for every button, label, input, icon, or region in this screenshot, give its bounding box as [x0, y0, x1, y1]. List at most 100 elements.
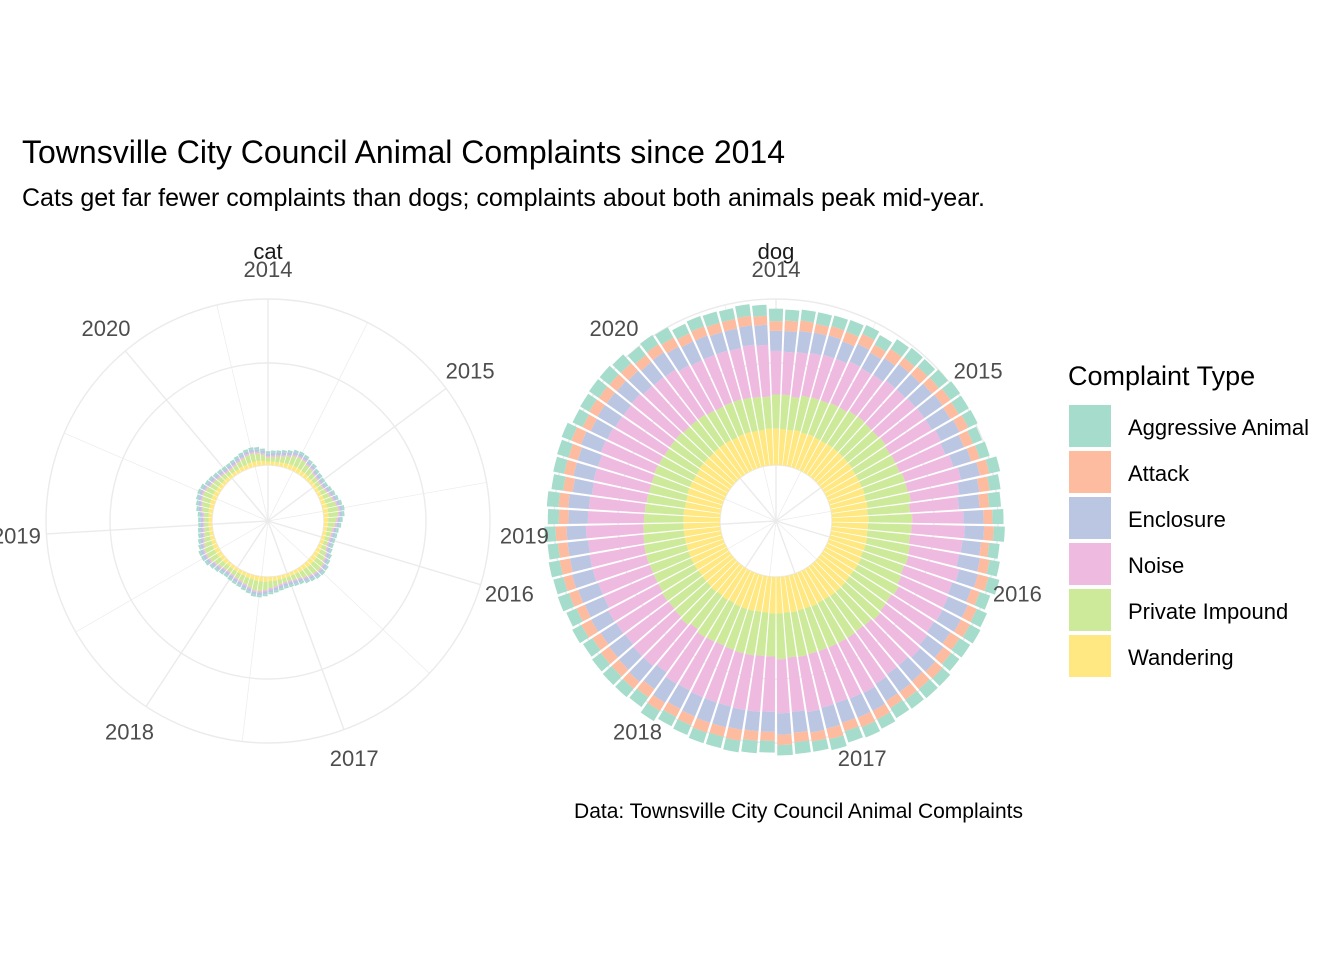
bar-dog-wandering	[719, 443, 745, 477]
bar-dog-noise	[747, 655, 765, 712]
bar-dog-enclosure	[936, 609, 961, 632]
bar-dog-attack	[983, 526, 994, 541]
bar-dog-wandering	[801, 569, 824, 603]
bar-cat-enclosure	[199, 512, 203, 517]
bar-cat-private-impound	[229, 468, 236, 474]
bar-cat-wandering	[224, 477, 231, 483]
bar-dog-enclosure	[957, 494, 980, 510]
bar-dog-private-impound	[814, 402, 839, 441]
bar-cat-private-impound	[284, 455, 291, 465]
bar-dog-private-impound	[643, 523, 684, 534]
bar-dog-enclosure	[580, 431, 606, 453]
bar-cat-enclosure	[298, 578, 304, 583]
bar-cat-noise	[238, 579, 243, 583]
bar-cat-private-impound	[210, 483, 219, 491]
bar-cat-noise	[336, 517, 338, 522]
bar-dog-attack	[953, 619, 971, 638]
bar-dog-attack	[934, 647, 952, 665]
bar-dog-aggressive-animal	[985, 456, 1001, 474]
bar-cat-noise	[335, 500, 338, 506]
bar-cat-aggressive-animal	[223, 573, 229, 578]
bar-dog-wandering	[825, 543, 861, 564]
bar-dog-noise	[909, 497, 959, 513]
bar-dog-enclosure	[652, 352, 676, 377]
bar-dog-wandering	[782, 429, 794, 466]
bar-dog-attack	[677, 710, 695, 726]
bar-cat-enclosure	[234, 457, 240, 463]
bar-dog-attack	[582, 414, 597, 432]
bar-dog-attack	[898, 357, 915, 373]
bar-dog-wandering	[709, 453, 739, 483]
bar-cat-noise	[235, 460, 241, 464]
bar-dog-wandering	[780, 576, 790, 613]
bar-cat-wandering	[239, 466, 245, 472]
bar-dog-private-impound	[646, 544, 689, 564]
bar-dog-noise	[691, 360, 724, 411]
bar-cat-noise	[302, 458, 307, 463]
bar-cat-enclosure	[200, 543, 205, 550]
bar-dog-aggressive-animal	[800, 309, 816, 323]
bar-dog-noise	[593, 468, 652, 493]
bar-dog-wandering	[810, 448, 838, 480]
grid-spoke	[267, 520, 430, 674]
bar-dog-wandering	[831, 516, 869, 523]
bar-dog-private-impound	[664, 448, 700, 475]
bar-cat-noise	[322, 557, 327, 562]
bar-dog-enclosure	[887, 666, 911, 692]
bar-dog-enclosure	[600, 622, 624, 645]
bar-cat-private-impound	[203, 512, 210, 518]
bar-cat-aggressive-animal	[328, 485, 333, 491]
bar-dog-noise	[891, 430, 941, 464]
bar-cat-private-impound	[324, 496, 333, 504]
bar-cat-noise	[292, 454, 298, 458]
bar-dog-wandering	[818, 554, 850, 582]
bar-cat-private-impound	[202, 507, 210, 513]
bar-dog-enclosure	[935, 419, 960, 442]
bar-cat-wandering	[213, 490, 220, 497]
bar-cat-wandering	[252, 461, 257, 467]
bar-dog-wandering	[738, 434, 757, 470]
bar-dog-noise	[900, 565, 953, 595]
bar-dog-wandering	[813, 452, 844, 483]
bar-dog-private-impound	[841, 582, 881, 620]
bar-cat-aggressive-animal	[198, 517, 201, 522]
chart-subtitle: Cats get far fewer complaints than dogs;…	[22, 184, 985, 212]
bar-dog-noise	[865, 389, 906, 430]
bar-dog-private-impound	[790, 611, 808, 657]
bar-cat-noise	[205, 553, 209, 559]
bar-dog-wandering	[717, 564, 744, 596]
bar-dog-aggressive-animal	[986, 559, 1000, 577]
bar-cat-private-impound	[275, 456, 281, 463]
bar-dog-aggressive-animal	[735, 304, 751, 318]
bar-cat-wandering	[209, 531, 214, 536]
bar-cat-noise	[240, 456, 245, 460]
bar-cat-enclosure	[199, 527, 204, 533]
bar-dog-attack	[799, 320, 814, 333]
bar-cat-noise	[297, 455, 303, 460]
bar-cat-enclosure	[210, 477, 216, 483]
panel-strip-cat: cat	[253, 239, 282, 264]
grid-spoke	[267, 520, 481, 586]
bar-cat-noise	[230, 573, 235, 578]
year-label: 2020	[590, 316, 639, 341]
bar-dog-private-impound	[653, 558, 694, 583]
bar-dog-private-impound	[776, 613, 786, 660]
bar-cat-wandering	[208, 526, 213, 532]
bar-dog-noise	[598, 454, 655, 484]
bar-cat-noise	[202, 543, 206, 549]
bar-dog-wandering	[687, 488, 724, 505]
bar-dog-private-impound	[848, 437, 886, 469]
bar-cat-aggressive-animal	[195, 500, 199, 506]
bar-cat-enclosure	[202, 554, 208, 561]
bar-dog-noise	[909, 482, 960, 502]
bar-dog-enclosure	[875, 676, 898, 701]
bar-dog-wandering	[698, 551, 731, 576]
bar-dog-wandering	[799, 437, 820, 472]
bar-dog-wandering	[725, 440, 749, 475]
bar-cat-wandering	[313, 551, 319, 557]
bar-dog-private-impound	[725, 606, 748, 650]
bar-cat-noise	[332, 527, 335, 533]
bar-dog-aggressive-animal	[929, 369, 949, 389]
bar-cat-private-impound	[225, 470, 232, 477]
bar-cat-enclosure	[200, 549, 205, 556]
